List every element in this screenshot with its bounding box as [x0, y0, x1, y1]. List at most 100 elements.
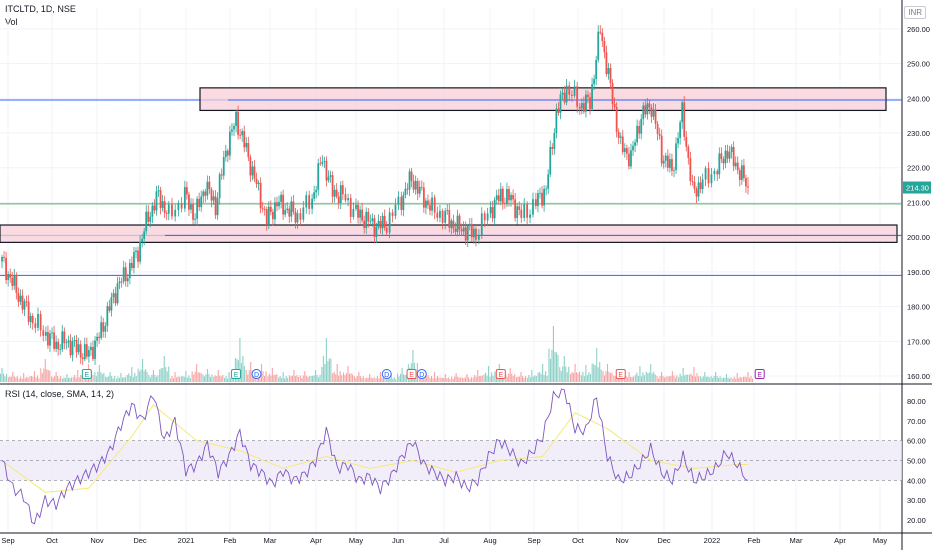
volume-bar [446, 378, 448, 382]
volume-bar [250, 362, 252, 382]
candle-body [130, 262, 133, 268]
rsi-pane: 80.00 70.00 60.00 50.00 40.00 30.00 20.00 [0, 388, 926, 525]
candle-body [621, 136, 624, 153]
volume-bar [531, 370, 533, 382]
volume-bar [620, 377, 622, 382]
volume-bar [664, 377, 666, 382]
candle-body [276, 202, 278, 207]
volume-bar [395, 379, 397, 382]
volume-bar [287, 377, 289, 382]
volume-bar [678, 377, 680, 382]
volume-bar [330, 358, 332, 382]
candle-body [98, 336, 101, 338]
volume-bar [26, 376, 28, 382]
candle-body [278, 201, 280, 207]
volume-bar [424, 375, 426, 382]
volume-bar [593, 364, 595, 382]
candle-body [120, 281, 123, 283]
volume-bar [242, 356, 244, 382]
candle-body [425, 200, 427, 208]
candle-body [404, 188, 407, 196]
volume-bar [55, 372, 57, 382]
earnings-marker[interactable] [406, 369, 417, 379]
volume-bar [613, 375, 615, 382]
rsi-tick-label: 50.00 [907, 456, 926, 465]
candle-body [561, 92, 564, 95]
candle-body [269, 206, 272, 212]
volume-bar [353, 376, 355, 382]
candle-body [551, 147, 554, 149]
candle-body [296, 213, 299, 223]
currency-button[interactable]: INR [904, 6, 926, 19]
candle-body [605, 52, 608, 75]
dividend-marker[interactable] [251, 369, 262, 379]
candle-body [609, 67, 612, 84]
candle-body [410, 171, 413, 181]
volume-bar [163, 356, 165, 382]
dividend-marker[interactable] [381, 369, 392, 379]
volume-bar [282, 372, 284, 382]
volume-bar [586, 375, 588, 382]
earnings-marker[interactable] [81, 369, 92, 379]
candle-body [394, 204, 397, 216]
volume-bar [324, 363, 326, 382]
volume-bar [570, 374, 572, 382]
candle-body [27, 301, 30, 322]
candle-body [454, 228, 457, 232]
volume-bar [316, 374, 318, 382]
candle-body [444, 210, 447, 223]
volume-bar [12, 372, 14, 382]
earnings-marker[interactable] [495, 369, 506, 379]
volume-bar [718, 378, 720, 382]
volume-bar [115, 378, 118, 382]
earnings-marker[interactable] [231, 369, 242, 379]
volume-bar [389, 378, 391, 382]
dividend-marker[interactable] [416, 369, 427, 379]
volume-bar [447, 377, 449, 382]
candle-body [151, 205, 154, 217]
candle-body [23, 301, 26, 310]
volume-bar [750, 376, 752, 382]
price-tick-label: 210.00 [907, 198, 930, 207]
event-marker-label: D [419, 372, 424, 379]
candle-body [726, 150, 729, 159]
price-tick-label: 200.00 [907, 233, 930, 242]
volume-bar [57, 376, 59, 382]
volume-bar [694, 376, 697, 382]
candle-body [732, 146, 735, 167]
candle-body [695, 188, 698, 197]
candle-body [734, 162, 737, 167]
volume-bar [743, 376, 745, 382]
volume-bar [452, 378, 454, 382]
volume-bar [4, 376, 6, 382]
candle-body [506, 189, 508, 204]
earnings-marker[interactable] [754, 369, 765, 379]
volume-bar [738, 378, 740, 382]
time-tick-label: Sep [527, 536, 540, 545]
volume-bar [634, 374, 636, 382]
candle-body [79, 344, 82, 358]
candle-body [206, 181, 209, 196]
volume-bar [121, 377, 124, 382]
last-price-label: 214.30 [906, 184, 929, 193]
volume-bar [216, 376, 218, 382]
volume-bar [628, 372, 630, 382]
candle-body [489, 207, 492, 214]
volume-bar [599, 361, 601, 382]
volume-bar [631, 376, 633, 382]
volume-bar [294, 376, 297, 382]
volume-bar [214, 375, 216, 382]
volume-bar [554, 351, 556, 382]
volume-bar [239, 338, 241, 382]
candle-body [520, 209, 523, 218]
candle-body [102, 322, 105, 332]
price-tick-label: 190.00 [907, 268, 930, 277]
volume-bar [281, 378, 283, 382]
volume-bar [301, 378, 303, 382]
earnings-marker[interactable] [615, 369, 626, 379]
candle-body [658, 133, 661, 136]
volume-bar [659, 376, 661, 382]
volume-bar [347, 366, 349, 382]
volume-bar [545, 371, 547, 382]
